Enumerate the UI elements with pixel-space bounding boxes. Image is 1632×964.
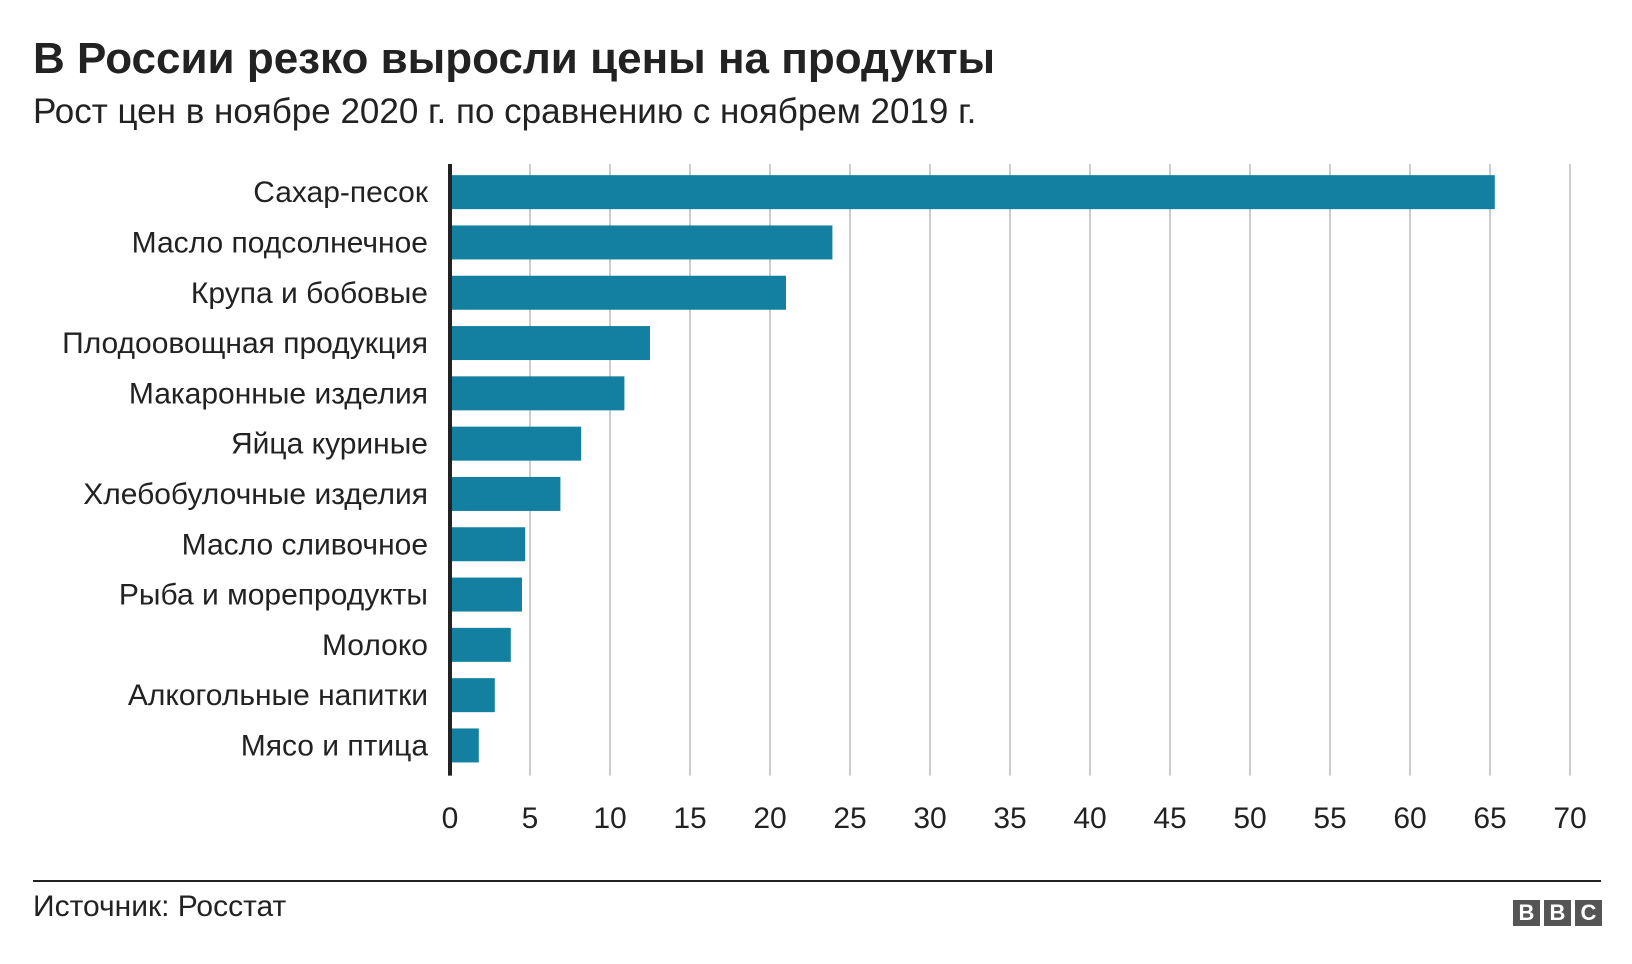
y-category-label: Молоко [322,629,428,662]
footer-divider [33,880,1601,882]
y-category-label: Масло сливочное [182,528,428,561]
bar [450,426,582,461]
y-category-label: Макаронные изделия [129,377,428,410]
bbc-logo: B B C [1513,900,1602,926]
x-tick-label: 20 [753,802,786,835]
bbc-logo-letter: C [1575,900,1602,926]
y-category-label: Мясо и птица [241,729,429,762]
x-tick-label: 55 [1313,802,1346,835]
bar [450,376,625,411]
x-tick-label: 40 [1073,802,1106,835]
bar [450,577,522,612]
y-category-label: Крупа и бобовые [191,277,428,310]
y-category-label: Масло подсолнечное [132,226,428,259]
bbc-logo-letter: B [1513,900,1540,926]
bar [450,678,495,713]
x-tick-label: 5 [522,802,539,835]
bar [450,527,526,562]
x-tick-label: 0 [442,802,459,835]
source-note: Источник: Росстат [33,890,287,923]
bar [450,476,561,511]
x-tick-label: 65 [1473,802,1506,835]
y-category-label: Сахар-песок [253,176,429,209]
bar [450,627,511,662]
y-category-label: Алкогольные напитки [128,679,428,712]
bar [450,728,479,763]
y-category-label: Яйца куриные [231,428,428,461]
x-tick-label: 50 [1233,802,1266,835]
x-tick-label: 25 [833,802,866,835]
bar-chart: 0 5 10 15 20 25 30 35 40 45 50 55 60 65 70 Сахар-песок М… [62,164,1587,835]
y-category-label: Хлебобулочные изделия [83,478,428,511]
bar [450,326,650,361]
y-category-label: Рыба и морепродукты [119,579,428,612]
x-tick-label: 45 [1153,802,1186,835]
x-tick-label: 15 [673,802,706,835]
chart-subtitle: Рост цен в ноябре 2020 г. по сравнению с… [33,92,977,131]
bar [450,275,786,310]
x-tick-label: 60 [1393,802,1426,835]
y-category-label: Плодоовощная продукция [62,327,428,360]
x-tick-label: 10 [593,802,626,835]
bar [450,225,833,260]
x-tick-label: 30 [913,802,946,835]
x-tick-label: 70 [1553,802,1586,835]
x-tick-label: 35 [993,802,1026,835]
chart-title: В России резко выросли цены на продукты [33,34,996,83]
bbc-logo-letter: B [1544,900,1571,926]
bar [450,175,1495,210]
